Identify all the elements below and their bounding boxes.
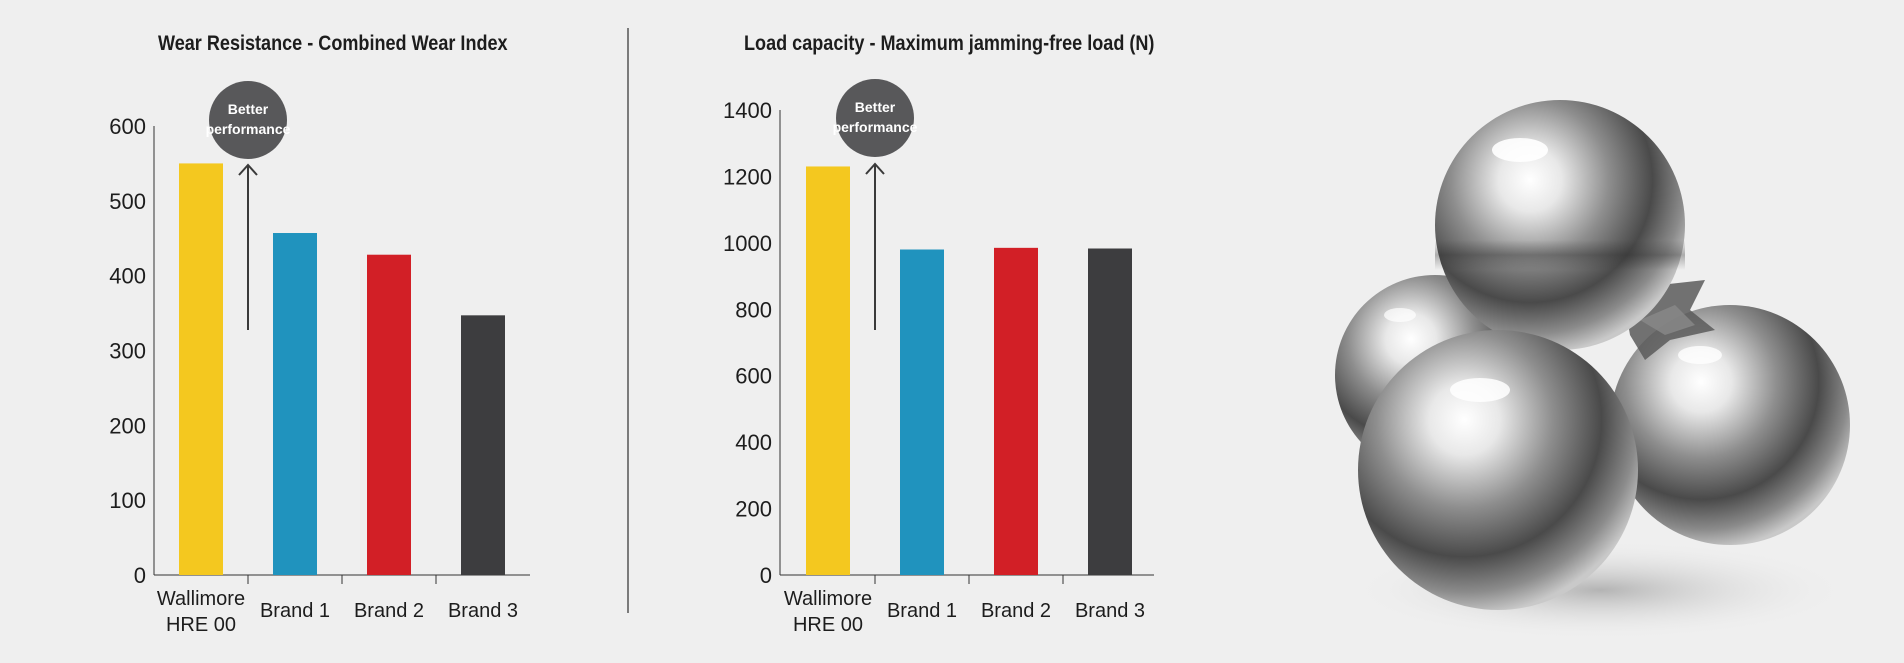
y-tick-label: 600 <box>109 114 146 139</box>
y-tick-label: 0 <box>134 563 146 588</box>
y-tick-label: 500 <box>109 189 146 214</box>
badge-label: Better <box>228 101 269 117</box>
category-label: Wallimore <box>157 588 245 610</box>
wear-resistance-chart: 0 100 200 300 400 500 600 Wallimore HRE 00 Brand … <box>109 81 530 636</box>
chart-title-load: Load capacity - Maximum jamming-free loa… <box>744 32 1155 55</box>
y-tick-label: 1000 <box>723 231 772 256</box>
category-label: Brand 3 <box>448 600 518 622</box>
category-label: Brand 2 <box>354 600 424 622</box>
bar-1 <box>806 166 850 575</box>
category-label: Brand 3 <box>1075 600 1145 622</box>
bar-2 <box>900 249 944 575</box>
better-performance-badge <box>836 79 914 157</box>
y-tick-label: 300 <box>109 339 146 364</box>
category-label: HRE 00 <box>793 614 863 636</box>
y-tick-label: 400 <box>735 430 772 455</box>
badge-label: performance <box>206 121 291 137</box>
y-tick-label: 1200 <box>723 164 772 189</box>
bar-4 <box>461 315 505 575</box>
category-label: Brand 1 <box>887 600 957 622</box>
bar-2 <box>273 233 317 576</box>
bar-3 <box>994 247 1038 575</box>
y-tick-label: 200 <box>109 413 146 438</box>
bar-4 <box>1088 248 1132 575</box>
category-label: Brand 2 <box>981 600 1051 622</box>
bar-1 <box>179 163 223 575</box>
y-tick-label: 1400 <box>723 98 772 123</box>
badge-label: performance <box>833 119 918 135</box>
steel-balls-photo <box>1335 100 1850 640</box>
category-label: HRE 00 <box>166 614 236 636</box>
better-performance-badge <box>209 81 287 159</box>
badge-label: Better <box>855 99 896 115</box>
arrow-up-icon <box>865 162 885 175</box>
y-tick-label: 0 <box>760 563 772 588</box>
chart-divider <box>627 28 629 613</box>
load-capacity-chart: 0 200 400 600 800 1000 1200 1400 Wallimore HRE 00… <box>723 79 1154 636</box>
chart-title-wear: Wear Resistance - Combined Wear Index <box>158 32 508 55</box>
y-tick-label: 200 <box>735 497 772 522</box>
arrow-up-icon <box>238 163 258 176</box>
y-tick-label: 100 <box>109 488 146 513</box>
category-label: Wallimore <box>784 588 872 610</box>
category-label: Brand 1 <box>260 600 330 622</box>
y-tick-label: 800 <box>735 297 772 322</box>
bar-3 <box>367 254 411 576</box>
y-tick-label: 600 <box>735 364 772 389</box>
y-tick-label: 400 <box>109 264 146 289</box>
